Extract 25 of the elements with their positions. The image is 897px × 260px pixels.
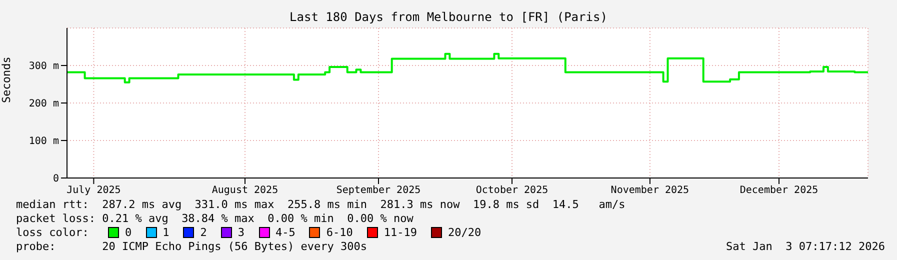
y-tick-label: 0 bbox=[52, 174, 59, 185]
y-tick-label: 200 m bbox=[28, 98, 59, 110]
legend-label: 20/20 bbox=[447, 226, 482, 239]
legend-label: 4-5 bbox=[274, 226, 296, 239]
x-tick-label: August 2025 bbox=[212, 185, 278, 196]
legend-label: 1 bbox=[162, 226, 170, 239]
text: Sat Jan 3 07:17:12 2026 bbox=[726, 240, 885, 253]
legend-label: 2 bbox=[199, 226, 207, 239]
y-tick-label: 300 m bbox=[28, 61, 59, 72]
text: median rtt: 287.2 ms avg 331.0 ms max 255.8 ms min 281.3 ms now 19.8 ms sd 14.5 am/s bbox=[16, 198, 626, 211]
x-tick-label: September 2025 bbox=[336, 185, 421, 196]
legend-label: 11-19 bbox=[382, 226, 417, 239]
x-tick-label: November 2025 bbox=[610, 185, 690, 196]
legend-label: 6-10 bbox=[325, 226, 353, 239]
chart-title: Last 180 Days from Melbourne to [FR] (Paris) bbox=[288, 10, 608, 24]
y-tick-label: 100 m bbox=[28, 136, 59, 148]
text: packet loss: 0.21 % avg 38.84 % max 0.00 % min 0.00 % now bbox=[16, 212, 414, 225]
legend-title: loss color: bbox=[16, 226, 90, 239]
legend-label: 3 bbox=[236, 226, 244, 239]
x-tick-label: October 2025 bbox=[476, 185, 548, 196]
x-tick-label: December 2025 bbox=[740, 185, 818, 196]
x-tick-label: July 2025 bbox=[66, 185, 121, 196]
legend-label: 0 bbox=[124, 226, 132, 239]
text: probe: 20 ICMP Echo Pings (56 Bytes) every 300s bbox=[16, 240, 367, 253]
y-axis-title: Seconds bbox=[0, 56, 13, 103]
